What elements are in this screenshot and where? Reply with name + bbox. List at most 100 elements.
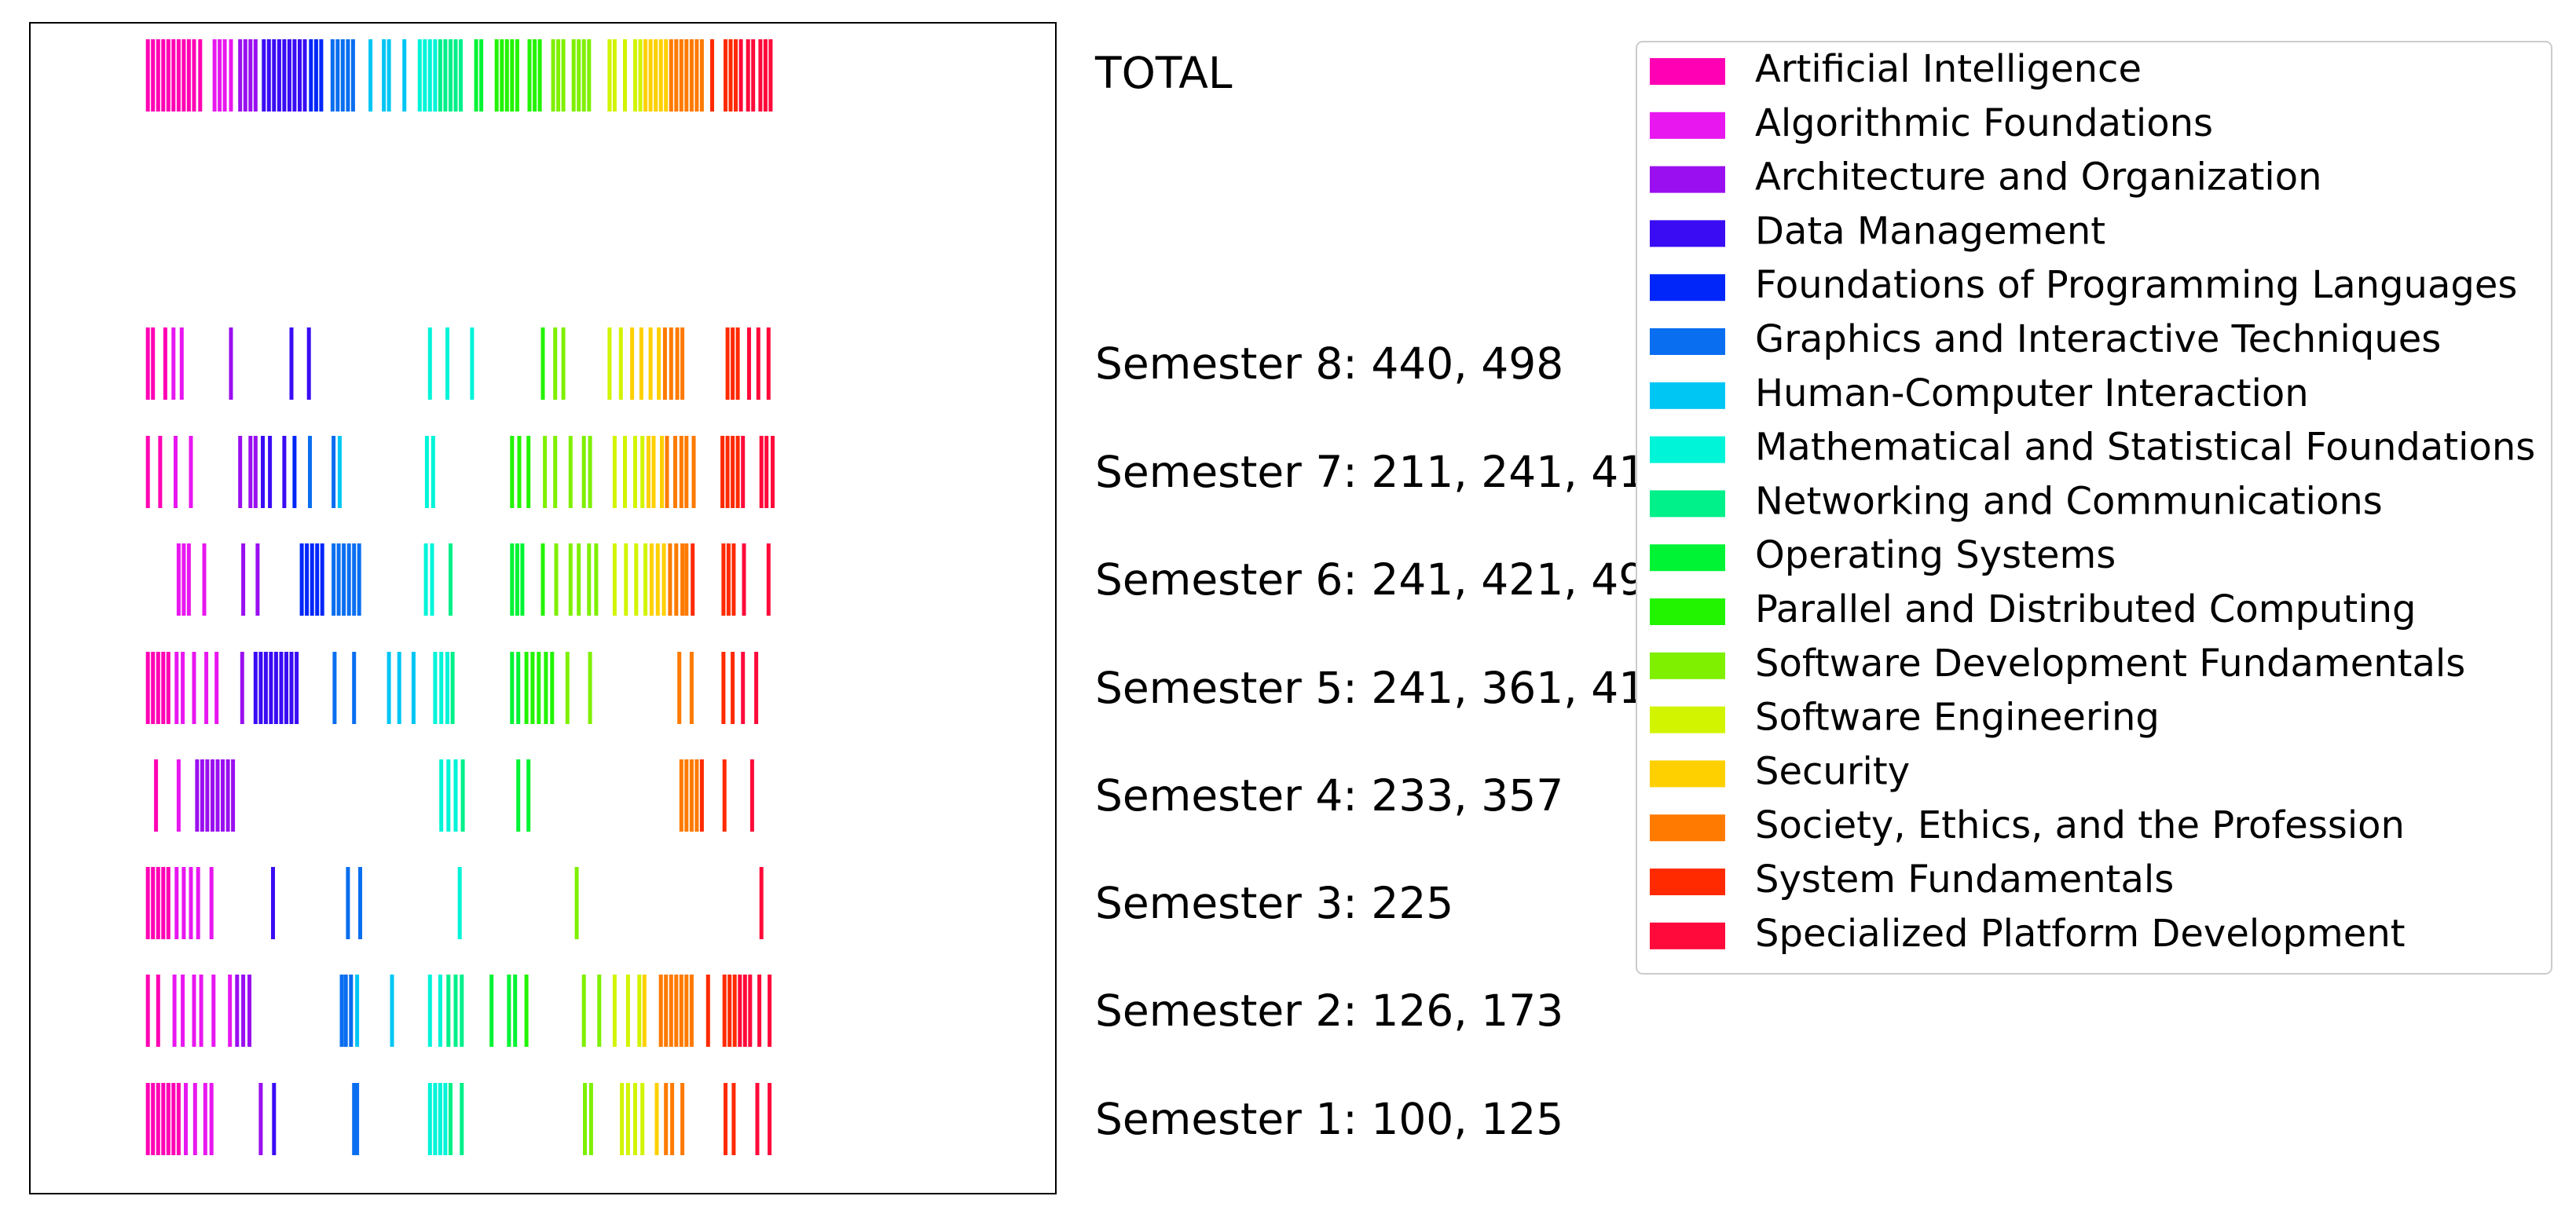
barcode-tick: [336, 543, 341, 616]
barcode-tick: [637, 975, 642, 1047]
barcode-tick: [145, 1083, 150, 1155]
barcode-tick: [642, 975, 647, 1047]
barcode-tick: [658, 39, 663, 112]
barcode-tick: [171, 1083, 176, 1155]
barcode-tick: [156, 867, 160, 939]
legend-swatch: [1650, 436, 1725, 463]
barcode-tick: [449, 1083, 453, 1155]
barcode-tick: [727, 975, 732, 1047]
barcode-tick: [734, 39, 738, 112]
barcode-tick: [607, 327, 612, 400]
barcode-tick: [654, 1083, 659, 1155]
barcode-tick: [735, 436, 740, 508]
barcode-tick: [214, 652, 219, 724]
barcode-tick: [292, 39, 297, 112]
barcode-tick: [543, 436, 548, 508]
barcode-tick: [657, 327, 661, 400]
barcode-tick: [612, 975, 617, 1047]
barcode-tick: [724, 39, 727, 112]
barcode-row: [145, 652, 759, 724]
barcode-tick: [273, 652, 278, 724]
barcode-tick: [674, 975, 679, 1047]
legend-swatch: [1650, 58, 1725, 85]
barcode-tick: [423, 39, 427, 112]
barcode-tick: [240, 652, 244, 724]
barcode-tick: [346, 867, 350, 939]
barcode-tick: [537, 652, 541, 724]
legend-swatch: [1650, 220, 1725, 247]
barcode-tick: [651, 436, 656, 508]
barcode-tick: [145, 652, 150, 724]
barcode-tick: [439, 759, 444, 832]
barcode-tick: [551, 39, 555, 112]
barcode-tick: [725, 436, 730, 508]
barcode-tick: [747, 327, 751, 400]
barcode-tick: [204, 652, 209, 724]
barcode-tick: [768, 1083, 772, 1155]
barcode-tick: [181, 975, 185, 1047]
barcode-tick: [460, 975, 464, 1047]
legend-swatch: [1650, 706, 1725, 733]
barcode-row: [145, 975, 772, 1047]
barcode-tick: [263, 652, 268, 724]
barcode-tick: [504, 39, 509, 112]
barcode-tick: [184, 1083, 188, 1155]
barcode-tick: [759, 436, 764, 508]
barcode-tick: [517, 436, 522, 508]
row-label: Semester 1: 100, 125: [1095, 1094, 1563, 1144]
barcode-tick: [571, 39, 576, 112]
barcode-tick: [554, 543, 559, 616]
barcode-tick: [581, 39, 586, 112]
barcode-tick: [731, 652, 735, 724]
barcode-tick: [145, 39, 150, 112]
barcode-tick: [764, 436, 769, 508]
barcode-tick: [530, 652, 535, 724]
barcode-tick: [771, 436, 775, 508]
barcode-tick: [587, 543, 592, 616]
barcode-tick: [565, 652, 570, 724]
barcode-tick: [674, 543, 679, 616]
barcode-tick: [691, 436, 696, 508]
barcode-tick: [623, 436, 627, 508]
barcode-tick: [355, 1083, 360, 1155]
barcode-tick: [581, 436, 586, 508]
barcode-tick: [231, 759, 236, 832]
barcode-tick: [751, 39, 756, 112]
barcode-tick: [648, 327, 653, 400]
barcode-tick: [766, 543, 771, 616]
barcode-tick: [449, 543, 453, 616]
barcode-tick: [500, 39, 504, 112]
barcode-tick: [355, 975, 360, 1047]
barcode-tick: [728, 39, 733, 112]
barcode-tick: [561, 39, 566, 112]
legend-swatch: [1650, 490, 1725, 518]
barcode-tick: [179, 327, 184, 400]
barcode-tick: [308, 436, 312, 508]
barcode-tick: [450, 652, 455, 724]
barcode-tick: [679, 975, 683, 1047]
legend-swatch: [1650, 922, 1725, 949]
barcode-tick: [453, 759, 458, 832]
barcode-tick: [433, 1083, 438, 1155]
barcode-tick: [526, 759, 531, 832]
legend-label: Parallel and Distributed Computing: [1755, 587, 2416, 631]
barcode-tick: [689, 975, 694, 1047]
barcode-tick: [352, 543, 357, 616]
barcode-tick: [507, 975, 511, 1047]
legend-frame: [1636, 41, 2552, 975]
barcode-tick: [649, 543, 654, 616]
barcode-tick: [349, 975, 354, 1047]
barcode-tick: [680, 1083, 685, 1155]
barcode-tick: [330, 39, 335, 112]
barcode-tick: [346, 543, 351, 616]
barcode-tick: [339, 975, 344, 1047]
barcode-tick: [520, 543, 525, 616]
barcode-tick: [272, 39, 277, 112]
barcode-tick: [225, 759, 230, 832]
barcode-tick: [443, 1083, 448, 1155]
legend-swatch: [1650, 382, 1725, 409]
barcode-tick: [516, 652, 521, 724]
legend-swatch: [1650, 544, 1725, 572]
row-label: Semester 6: 241, 421, 498: [1095, 554, 1673, 605]
legend-label: Security: [1755, 749, 1910, 793]
